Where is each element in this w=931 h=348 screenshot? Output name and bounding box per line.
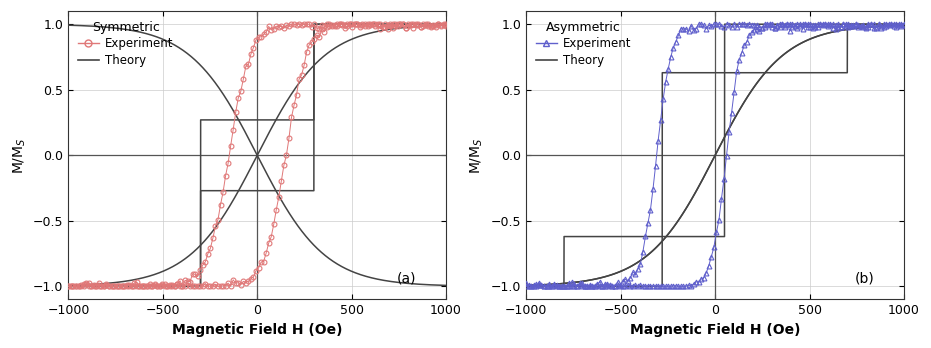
Legend: Experiment, Theory: Experiment, Theory	[74, 17, 177, 70]
Legend: Experiment, Theory: Experiment, Theory	[533, 17, 635, 70]
X-axis label: Magnetic Field H (Oe): Magnetic Field H (Oe)	[630, 323, 801, 337]
Text: (b): (b)	[855, 271, 874, 285]
X-axis label: Magnetic Field H (Oe): Magnetic Field H (Oe)	[172, 323, 343, 337]
Y-axis label: M/M$_S$: M/M$_S$	[11, 137, 28, 174]
Y-axis label: M/M$_S$: M/M$_S$	[469, 137, 485, 174]
Text: (a): (a)	[397, 271, 416, 285]
